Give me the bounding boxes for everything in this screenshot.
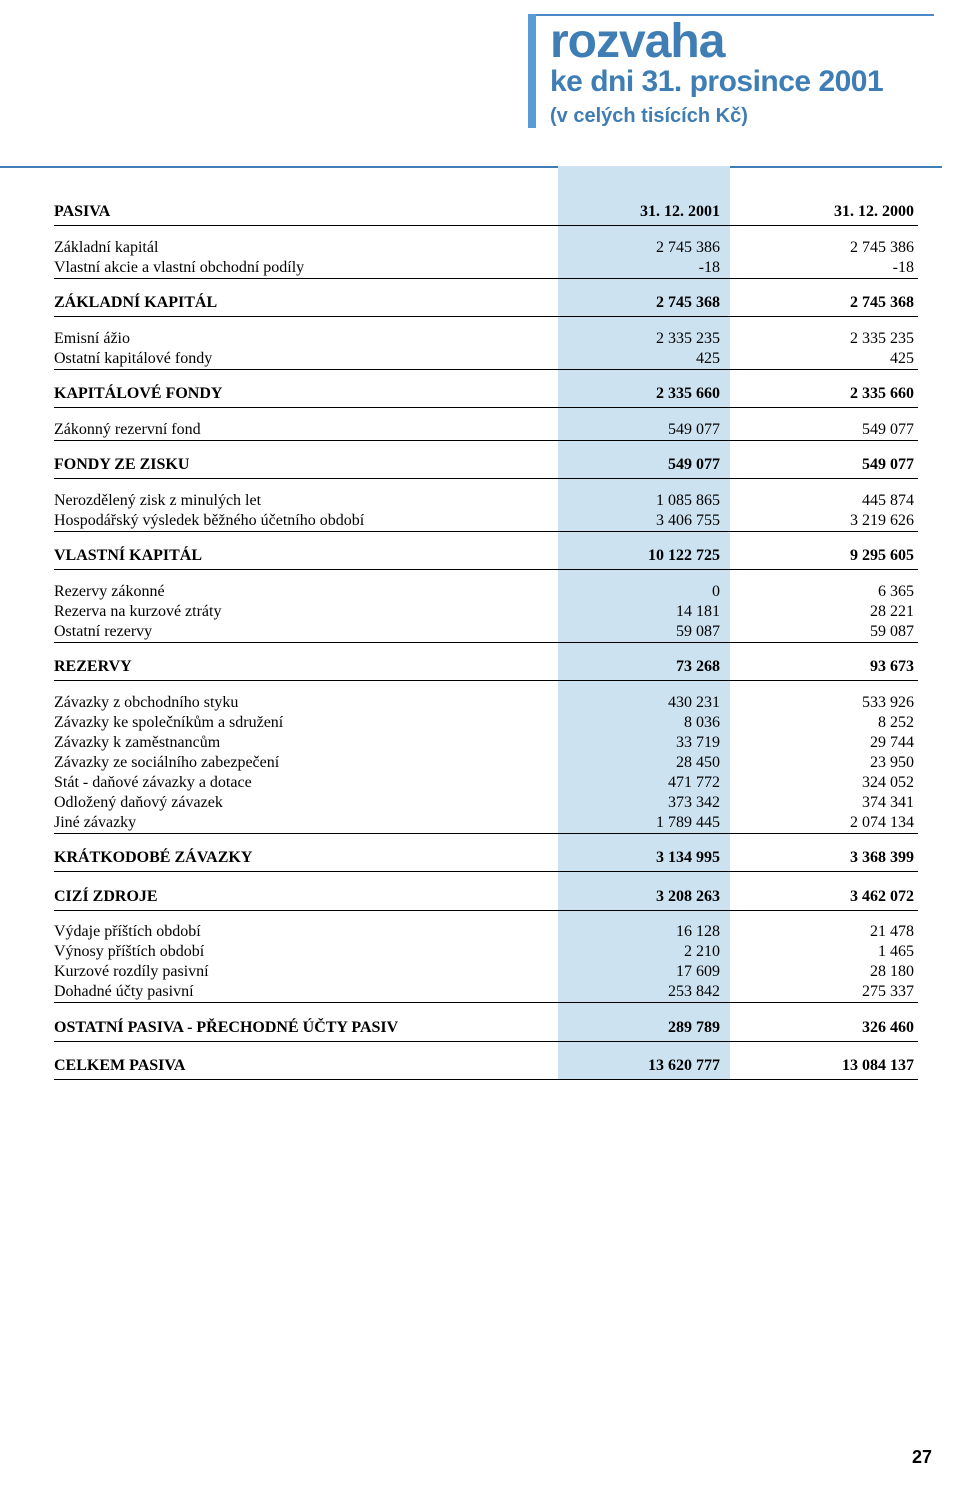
- table-header-row: PASIVA 31. 12. 2001 31. 12. 2000: [54, 202, 918, 226]
- table-row: Kurzové rozdíly pasivní 17 609 28 180: [54, 962, 918, 982]
- section-row-rezervy: REZERVY 73 268 93 673: [54, 654, 918, 681]
- table-row: Hospodářský výsledek běžného účetního ob…: [54, 511, 918, 532]
- section-row-kratkodobe-zavazky: KRÁTKODOBÉ ZÁVAZKY 3 134 995 3 368 399: [54, 845, 918, 872]
- table-row: Jiné závazky 1 789 445 2 074 134: [54, 813, 918, 834]
- table-row: Zákonný rezervní fond 549 077 549 077: [54, 420, 918, 441]
- table-row: Závazky ke společníkům a sdružení 8 036 …: [54, 713, 918, 733]
- table-row: Závazky k zaměstnancům 33 719 29 744: [54, 733, 918, 753]
- header-title-bold: rozvaha: [550, 15, 724, 68]
- table-row: Vlastní akcie a vlastní obchodní podíly …: [54, 258, 918, 279]
- section-row-kapitalove-fondy: KAPITÁLOVÉ FONDY 2 335 660 2 335 660: [54, 381, 918, 408]
- table-row: Závazky ze sociálního zabezpečení 28 450…: [54, 753, 918, 773]
- header-note: (v celých tisících Kč): [550, 105, 948, 128]
- table-row: Základní kapitál 2 745 386 2 745 386: [54, 238, 918, 258]
- section-row-celkem-pasiva: CELKEM PASIVA 13 620 777 13 084 137: [54, 1053, 918, 1080]
- table-row: Dohadné účty pasivní 253 842 275 337: [54, 982, 918, 1003]
- table-row: Výdaje příštích období 16 128 21 478: [54, 922, 918, 942]
- table-row: Emisní ážio 2 335 235 2 335 235: [54, 329, 918, 349]
- balance-sheet-table: PASIVA 31. 12. 2001 31. 12. 2000 Základn…: [54, 202, 918, 1080]
- table-row: Ostatní kapitálové fondy 425 425: [54, 349, 918, 370]
- col-heading-label: PASIVA: [54, 202, 554, 226]
- table-row: Ostatní rezervy 59 087 59 087: [54, 622, 918, 643]
- page-header: rozvaha ke dni 31. prosince 2001 (v celý…: [528, 14, 948, 128]
- horizontal-rule: [0, 166, 942, 168]
- table-row: Stát - daňové závazky a dotace 471 772 3…: [54, 773, 918, 793]
- header-vertical-bar: [528, 14, 536, 128]
- section-row-zakladni-kapital: ZÁKLADNÍ KAPITÁL 2 745 368 2 745 368: [54, 290, 918, 317]
- page-number: 27: [912, 1447, 932, 1468]
- section-row-cizi-zdroje: CIZÍ ZDROJE 3 208 263 3 462 072: [54, 884, 918, 911]
- table-row: Rezerva na kurzové ztráty 14 181 28 221: [54, 602, 918, 622]
- table-row: Nerozdělený zisk z minulých let 1 085 86…: [54, 491, 918, 511]
- table-row: Rezervy zákonné 0 6 365: [54, 582, 918, 602]
- header-subtitle: ke dni 31. prosince 2001: [550, 65, 948, 99]
- section-row-vlastni-kapital: VLASTNÍ KAPITÁL 10 122 725 9 295 605: [54, 543, 918, 570]
- table-row: Odložený daňový závazek 373 342 374 341: [54, 793, 918, 813]
- col-heading-2001: 31. 12. 2001: [554, 202, 730, 226]
- section-row-fondy-ze-zisku: FONDY ZE ZISKU 549 077 549 077: [54, 452, 918, 479]
- header-top-rule: [528, 14, 934, 16]
- table-row: Závazky z obchodního styku 430 231 533 9…: [54, 693, 918, 713]
- section-row-ostatni-pasiva: OSTATNÍ PASIVA - PŘECHODNÉ ÚČTY PASIV 28…: [54, 1015, 918, 1042]
- table-row: Výnosy příštích období 2 210 1 465: [54, 942, 918, 962]
- col-heading-2000: 31. 12. 2000: [730, 202, 918, 226]
- header-title: rozvaha: [550, 14, 948, 69]
